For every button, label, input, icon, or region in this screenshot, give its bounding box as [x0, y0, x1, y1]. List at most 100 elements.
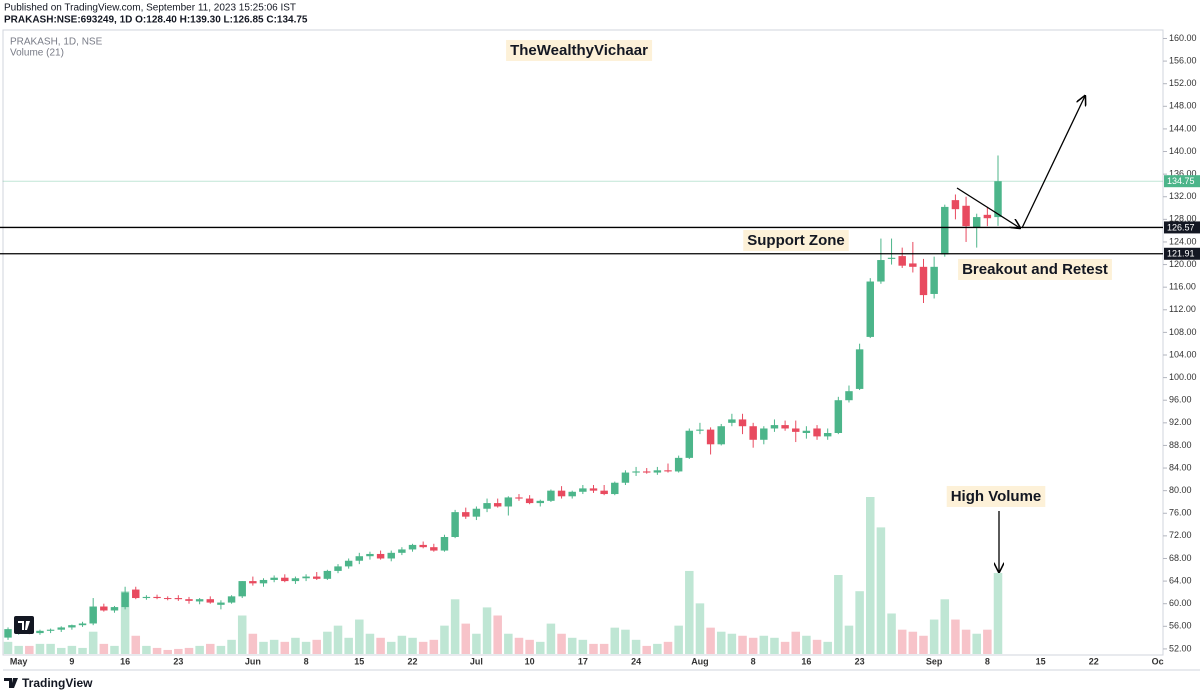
candle-body: [855, 349, 864, 389]
candle-body: [760, 428, 768, 440]
candle-body: [78, 623, 87, 626]
volume-bar: [365, 633, 375, 654]
y-tick-label: 108.00: [1169, 327, 1197, 337]
volume-bar: [35, 643, 45, 654]
volume-bar: [291, 637, 300, 654]
volume-bar: [418, 641, 428, 654]
volume-bar: [780, 641, 790, 654]
candle-body: [270, 577, 278, 580]
candle-body: [717, 426, 725, 445]
x-tick-label: May: [10, 656, 28, 666]
candle-body: [589, 488, 598, 491]
candle-body: [142, 596, 151, 599]
volume-bar: [259, 641, 268, 654]
volume-bar: [706, 627, 715, 654]
y-tick-label: 156.00: [1169, 55, 1197, 65]
candle-body: [291, 578, 300, 582]
y-tick-label: 84.00: [1169, 462, 1192, 472]
candle-body: [440, 537, 449, 551]
candle-body: [493, 503, 502, 507]
candle-body: [802, 430, 811, 433]
volume-bar: [301, 641, 311, 654]
annotation-text: TheWealthyVichaar: [510, 42, 648, 59]
volume-bar: [674, 625, 683, 654]
volume-bar: [748, 637, 758, 654]
candle-body: [249, 581, 257, 584]
x-tick-label: 15: [1036, 656, 1046, 666]
candle-body: [419, 544, 427, 548]
candle-body: [4, 629, 12, 638]
volume-bar: [525, 639, 534, 654]
candle-body: [621, 472, 630, 483]
candle-body: [579, 488, 587, 492]
candle-body: [728, 419, 736, 423]
volume-bar: [663, 641, 673, 654]
y-tick-label: 144.00: [1169, 123, 1197, 133]
price-line-label-bg: [1164, 221, 1200, 234]
volume-bar: [184, 647, 194, 654]
candle-body: [611, 482, 619, 495]
volume-bar: [227, 639, 236, 654]
volume-bar: [440, 625, 449, 654]
candle-body: [600, 490, 608, 495]
overlays: TradingView TheWealthyVichaar Support Zon…: [4, 39, 1112, 690]
y-tick-label: 140.00: [1169, 146, 1197, 156]
volume-bar: [791, 631, 801, 654]
volume-bar: [216, 645, 226, 654]
candle-body: [68, 625, 76, 628]
x-tick-label: 16: [120, 656, 130, 666]
candle-body: [451, 512, 459, 537]
y-tick-label: 104.00: [1169, 349, 1197, 359]
volume-bar: [56, 647, 66, 654]
candle-body: [259, 579, 268, 584]
candle-body: [813, 428, 821, 437]
y-tick-label: 148.00: [1169, 101, 1197, 111]
candle-body: [866, 281, 874, 337]
candle-body: [238, 581, 246, 597]
candle-body: [195, 599, 204, 602]
y-tick-label: 112.00: [1169, 304, 1196, 314]
candle-body: [738, 419, 747, 427]
annotation-text: Support Zone: [747, 232, 845, 249]
x-tick-label: 8: [304, 656, 309, 666]
annotation-bg: [946, 485, 1046, 507]
y-tick-label: 136.00: [1169, 169, 1197, 179]
y-tick-label: 160.00: [1169, 33, 1197, 43]
y-tick-label: 128.00: [1169, 214, 1197, 224]
volume-bar: [248, 633, 258, 654]
candle-body: [547, 490, 555, 501]
volume-bar: [951, 619, 960, 654]
candle-body: [919, 266, 928, 296]
volume-bar: [621, 629, 630, 654]
volume-bar: [961, 629, 971, 654]
volume-bar: [397, 635, 407, 654]
volume-bar: [88, 631, 98, 654]
annotation: High Volume: [946, 485, 1046, 507]
candle-body: [909, 263, 917, 267]
volume-bar: [876, 527, 886, 654]
volume-bar: [195, 645, 204, 654]
volume-bar: [78, 647, 87, 654]
candle-body: [366, 553, 374, 557]
candle-body: [823, 433, 832, 437]
y-tick-label: 64.00: [1169, 575, 1192, 585]
volume-bar: [727, 633, 737, 654]
volume-bar: [653, 643, 662, 654]
candle-body: [217, 602, 225, 605]
volume-bar: [14, 645, 23, 654]
candle-body: [313, 576, 321, 579]
price-line-label-bg: [1164, 247, 1200, 260]
candle-body: [557, 490, 566, 497]
volume-bar: [163, 649, 172, 654]
volume-bar: [67, 645, 77, 654]
candle-body: [430, 547, 438, 551]
x-tick-label: 16: [801, 656, 811, 666]
annotation: TheWealthyVichaar: [506, 39, 653, 61]
candle-body: [941, 206, 949, 255]
volume-bar: [993, 572, 1003, 654]
candle-body: [664, 470, 672, 472]
candle-body: [355, 556, 364, 561]
y-tick-label: 88.00: [1169, 440, 1192, 450]
candle-body: [749, 426, 757, 440]
x-tick-label: 22: [1089, 656, 1099, 666]
